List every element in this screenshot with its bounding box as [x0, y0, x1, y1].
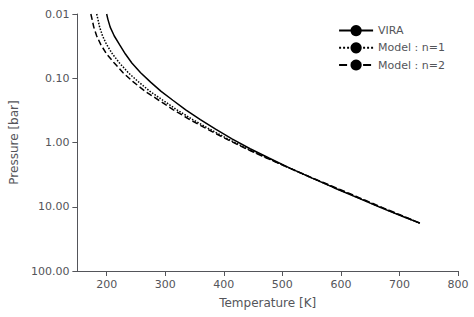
- svg-text:400: 400: [213, 278, 234, 291]
- svg-text:Model : n=1: Model : n=1: [378, 41, 445, 54]
- svg-text:1.00: 1.00: [45, 136, 70, 149]
- svg-text:600: 600: [330, 278, 351, 291]
- svg-text:Model : n=2: Model : n=2: [378, 59, 445, 72]
- svg-text:Pressure [bar]: Pressure [bar]: [7, 100, 21, 184]
- svg-text:800: 800: [448, 278, 469, 291]
- svg-text:500: 500: [272, 278, 293, 291]
- svg-text:VIRA: VIRA: [378, 24, 404, 37]
- svg-text:700: 700: [389, 278, 410, 291]
- svg-text:100.00: 100.00: [31, 265, 70, 278]
- svg-text:Temperature [K]: Temperature [K]: [218, 296, 316, 310]
- svg-text:10.00: 10.00: [38, 200, 70, 213]
- svg-text:300: 300: [155, 278, 176, 291]
- svg-text:0.10: 0.10: [45, 72, 70, 85]
- svg-text:200: 200: [96, 278, 117, 291]
- svg-text:0.01: 0.01: [45, 8, 70, 21]
